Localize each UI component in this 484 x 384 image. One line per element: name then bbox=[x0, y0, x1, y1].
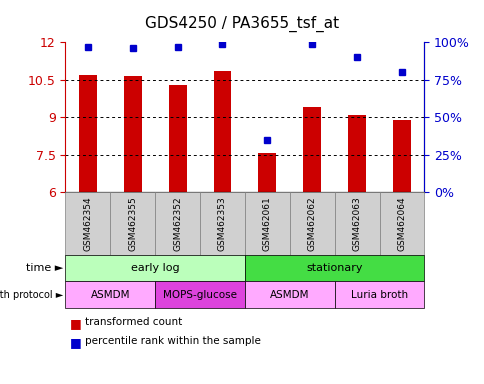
Text: ■: ■ bbox=[70, 336, 82, 349]
Bar bbox=[258, 153, 276, 192]
Text: GSM462353: GSM462353 bbox=[217, 196, 227, 251]
Text: stationary: stationary bbox=[306, 263, 362, 273]
Text: ■: ■ bbox=[70, 317, 82, 330]
Text: transformed count: transformed count bbox=[85, 317, 182, 327]
Bar bbox=[213, 71, 231, 192]
Text: early log: early log bbox=[131, 263, 179, 273]
Text: percentile rank within the sample: percentile rank within the sample bbox=[85, 336, 260, 346]
Text: ASMDM: ASMDM bbox=[270, 290, 309, 300]
Bar bbox=[123, 76, 141, 192]
Text: GSM462354: GSM462354 bbox=[83, 196, 92, 251]
Bar bbox=[302, 107, 320, 192]
Text: GSM462062: GSM462062 bbox=[307, 196, 316, 251]
Text: GSM462064: GSM462064 bbox=[396, 196, 406, 251]
Bar bbox=[168, 85, 186, 192]
Text: GSM462061: GSM462061 bbox=[262, 196, 272, 251]
Text: GSM462352: GSM462352 bbox=[173, 196, 182, 251]
Text: GSM462063: GSM462063 bbox=[352, 196, 361, 251]
Bar bbox=[79, 75, 97, 192]
Bar bbox=[392, 120, 410, 192]
Text: GSM462355: GSM462355 bbox=[128, 196, 137, 251]
Text: GDS4250 / PA3655_tsf_at: GDS4250 / PA3655_tsf_at bbox=[145, 15, 339, 31]
Text: growth protocol ►: growth protocol ► bbox=[0, 290, 63, 300]
Text: Luria broth: Luria broth bbox=[350, 290, 407, 300]
Text: time ►: time ► bbox=[26, 263, 63, 273]
Bar bbox=[348, 115, 365, 192]
Text: ASMDM: ASMDM bbox=[91, 290, 130, 300]
Text: MOPS-glucose: MOPS-glucose bbox=[163, 290, 237, 300]
